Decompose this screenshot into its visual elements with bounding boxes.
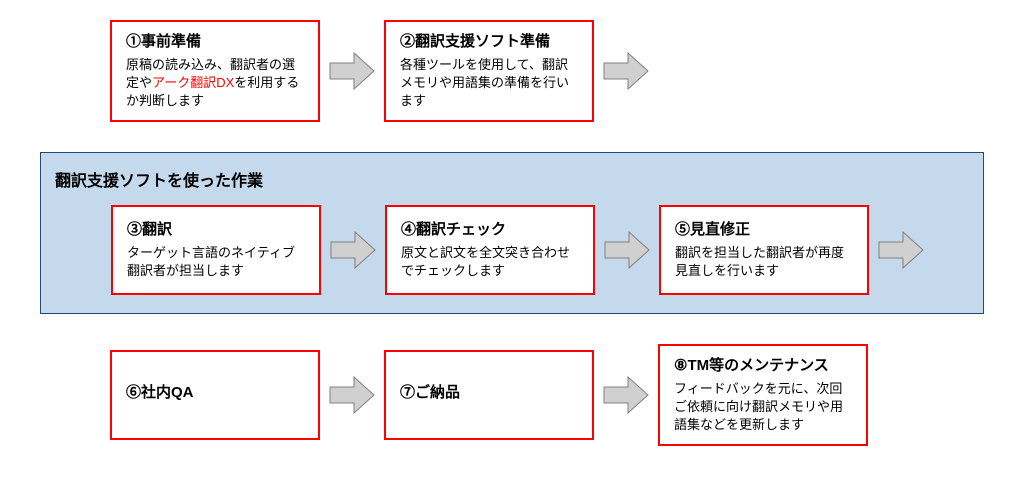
step-2-desc: 各種ツールを使用して、翻訳メモリや用語集の準備を行います xyxy=(400,56,578,111)
step-7-box: ⑦ご納品 xyxy=(384,350,594,440)
step-4-desc: 原文と訳文を全文突き合わせでチェックします xyxy=(401,244,579,280)
step-3-title: ③翻訳 xyxy=(127,220,305,240)
step-2-title: ②翻訳支援ソフト準備 xyxy=(400,32,578,52)
step-5-box: ⑤見直修正 翻訳を担当した翻訳者が再度見直しを行います xyxy=(659,205,869,295)
step-6-box: ⑥社内QA xyxy=(110,350,320,440)
step-4-title: ④翻訳チェック xyxy=(401,220,579,240)
step-1-box: ①事前準備 原稿の読み込み、翻訳者の選定やアーク翻訳DXを利用するか判断します xyxy=(110,20,320,122)
step-2-box: ②翻訳支援ソフト準備 各種ツールを使用して、翻訳メモリや用語集の準備を行います xyxy=(384,20,594,122)
step-6-title: ⑥社内QA xyxy=(126,383,304,403)
arrow-icon xyxy=(877,230,925,270)
step-1-desc: 原稿の読み込み、翻訳者の選定やアーク翻訳DXを利用するか判断します xyxy=(126,56,304,111)
row-2: ③翻訳 ターゲット言語のネイティブ翻訳者が担当します ④翻訳チェック 原文と訳文… xyxy=(55,205,969,295)
step-7-title: ⑦ご納品 xyxy=(400,383,578,403)
row-3: ⑥社内QA ⑦ご納品 ⑧TM等のメンテナンス フィードバックを元に、次回ご依頼に… xyxy=(40,344,984,446)
step-8-title: ⑧TM等のメンテナンス xyxy=(674,356,852,376)
step-3-desc: ターゲット言語のネイティブ翻訳者が担当します xyxy=(127,244,305,280)
arrow-icon xyxy=(603,230,651,270)
step-5-title: ⑤見直修正 xyxy=(675,220,853,240)
row-1: ①事前準備 原稿の読み込み、翻訳者の選定やアーク翻訳DXを利用するか判断します … xyxy=(40,20,984,122)
step-4-box: ④翻訳チェック 原文と訳文を全文突き合わせでチェックします xyxy=(385,205,595,295)
step-1-desc-highlight: アーク翻訳DX xyxy=(152,75,234,90)
step-5-desc: 翻訳を担当した翻訳者が再度見直しを行います xyxy=(675,244,853,280)
arrow-icon xyxy=(328,51,376,91)
group-title: 翻訳支援ソフトを使った作業 xyxy=(55,167,969,191)
step-1-title: ①事前準備 xyxy=(126,32,304,52)
group-panel: 翻訳支援ソフトを使った作業 ③翻訳 ターゲット言語のネイティブ翻訳者が担当します… xyxy=(40,152,984,314)
step-3-box: ③翻訳 ターゲット言語のネイティブ翻訳者が担当します xyxy=(111,205,321,295)
arrow-icon xyxy=(329,230,377,270)
step-8-desc: フィードバックを元に、次回ご依頼に向け翻訳メモリや用語集などを更新します xyxy=(674,380,852,435)
arrow-icon xyxy=(602,375,650,415)
arrow-icon xyxy=(328,375,376,415)
step-8-box: ⑧TM等のメンテナンス フィードバックを元に、次回ご依頼に向け翻訳メモリや用語集… xyxy=(658,344,868,446)
arrow-icon xyxy=(602,51,650,91)
